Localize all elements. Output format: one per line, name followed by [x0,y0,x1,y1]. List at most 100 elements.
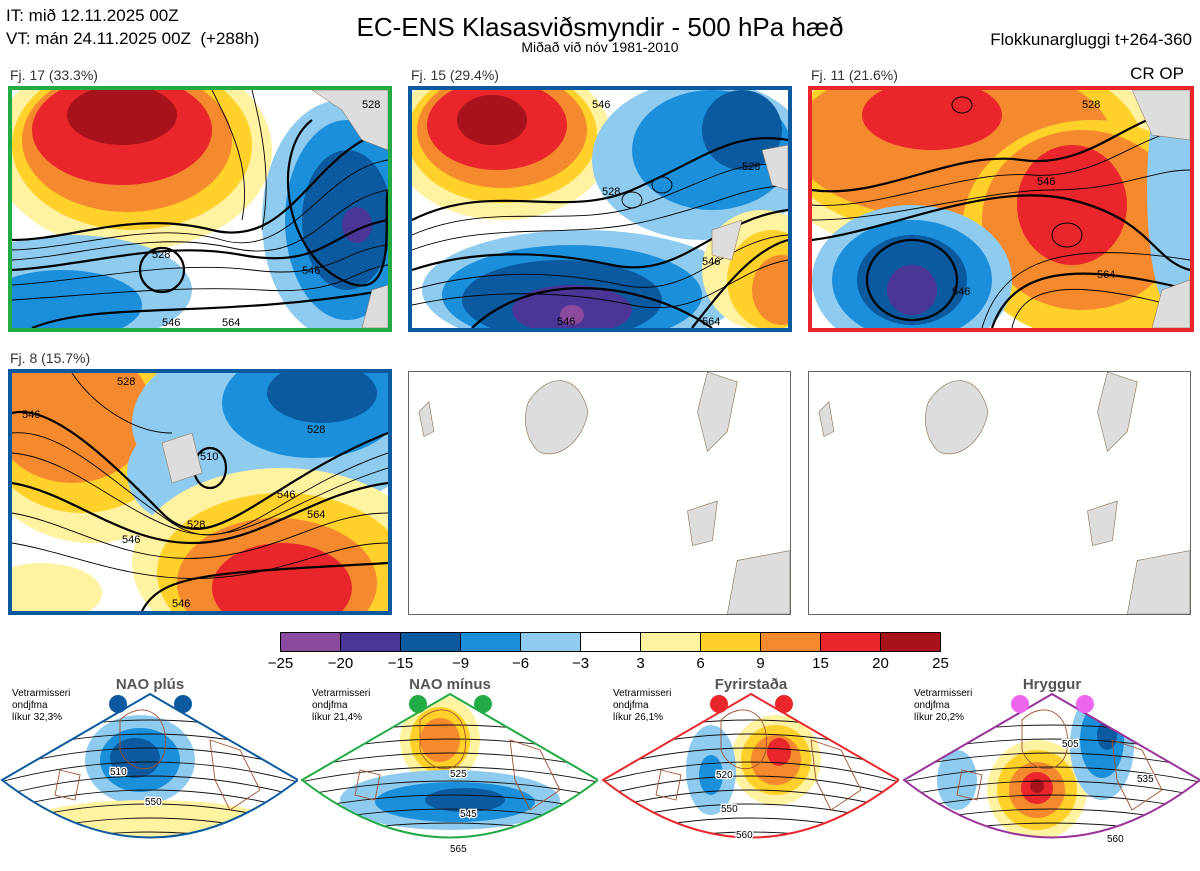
regime-note: Vetrarmisseri ondjfma líkur 21,4% [312,688,370,724]
colorbar-tick-label: −25 [267,655,294,672]
empty-map-1 [408,371,791,615]
regime-map: 525 545 565 NAO mínus Vetrarmisseri ondjfma lí… [300,676,598,871]
regime-contour-label: 550 [145,797,162,808]
cluster-map-3: 528 546 546 564 [808,86,1194,332]
regime-marker-dot [710,695,728,713]
initial-time: IT: mið 12.11.2025 00Z [6,6,179,25]
regime-contour-label: 550 [721,804,738,815]
contour-label: 528 [1082,99,1100,111]
contour-label: 546 [557,316,575,328]
contour-label: 564 [222,317,240,328]
contour-line [2,789,298,811]
contour-line [603,789,899,811]
contour-line [0,846,298,866]
contour-label: 528 [117,376,135,388]
valid-time: VT: mán 24.11.2025 00Z (+288h) [6,29,260,48]
contour-label: 528 [602,186,620,198]
contour-line [603,761,899,783]
regime-note-line: líkur 20,2% [914,712,965,723]
page-title: EC-ENS Klasasviðsmyndir - 500 hPa hæð [356,12,844,42]
panel-label-4: Fj. 8 (15.7%) [10,350,91,366]
contour-line [2,831,298,838]
regime-outline [0,692,298,839]
anomaly-blob [1017,857,1047,869]
regime-contour-label: 505 [1062,739,1079,750]
contour-line [2,761,298,783]
panel-label-1: Fj. 17 (33.3%) [10,67,98,83]
anomaly-blob [699,755,723,795]
contour-label: 528 [362,99,380,111]
colorbar-tick-label: 20 [872,655,889,672]
regime-title: Hryggur [1022,676,1082,693]
regime-note-line: ondjfma [312,700,348,711]
regime-note-line: líkur 26,1% [613,712,664,723]
regime-contour-label: 560 [1107,834,1124,845]
contour-line [603,831,899,838]
panel-label-2: Fj. 15 (29.4%) [411,67,499,83]
colorbar-swatch [340,632,401,652]
regime-map: 505 535 560 Hryggur Vetrarmisseri ondjfma líku… [902,676,1200,871]
contour-line [904,766,1200,783]
panel-label-3: Fj. 11 (21.6%) [811,67,898,83]
contour-line [601,846,899,866]
regime-outline [902,692,1200,839]
regime-note-line: ondjfma [613,700,649,711]
contour-label: 546 [122,534,140,546]
anomaly-blob [767,738,791,766]
colorbar [280,632,941,652]
contour-label: 546 [702,256,720,268]
regime-marker-dot [409,695,427,713]
empty-map-2 [808,371,1191,615]
regime-contour-label: 525 [450,769,467,780]
contour-label: 528 [742,161,760,173]
colorbar-swatch [520,632,581,652]
regime-contour-label: 535 [1137,774,1154,785]
colorbar-swatch [580,632,641,652]
header-left: IT: mið 12.11.2025 00Z VT: mán 24.11.202… [6,4,259,50]
contour-label: 546 [1037,176,1055,188]
contour-label: 528 [152,249,170,261]
coastline [354,709,561,811]
colorbar-tick-label: −20 [327,655,354,672]
contour-label: 546 [22,409,40,421]
regime-outline [300,692,598,839]
colorbar-tick-label: 25 [932,655,949,672]
contour-label: 528 [307,424,325,436]
coastline [54,709,261,811]
colorbar-tick-label: 6 [696,655,705,672]
regime-marker-dot [1076,695,1094,713]
colorbar-swatch [460,632,521,652]
regime-marker-dot [174,695,192,713]
regime-title: NAO plús [115,676,185,693]
contour-line [302,752,598,769]
regime-note-line: Vetrarmisseri [12,688,71,699]
regime-marker-dot [775,695,793,713]
cr-op-label: CR OP [1130,64,1184,83]
regime-note-line: Vetrarmisseri [914,688,973,699]
contour-line [302,794,598,811]
regime-note-line: ondjfma [12,700,48,711]
colorbar-swatch [880,632,941,652]
colorbar-tick-label: −6 [511,655,530,672]
coastline [655,709,862,811]
regime-note-line: líkur 32,3% [12,712,63,723]
contour-label: 546 [952,286,970,298]
colorbar-tick-label: −15 [387,655,414,672]
colorbar-swatch [280,632,341,652]
colorbar-tick-label: −3 [571,655,590,672]
contour-line [300,851,598,866]
cluster-map-2: 528 546 546 528 546 564 [408,86,792,332]
regime-note-line: Vetrarmisseri [312,688,371,699]
contour-label: 564 [307,509,325,521]
page-subtitle: Miðað við nóv 1981-2010 [521,39,679,55]
contour-line [302,836,598,838]
colorbar-tick-label: 3 [636,655,645,672]
contour-line [904,752,1200,769]
colorbar-swatch [700,632,761,652]
contour-label: 564 [702,316,720,328]
contour-label: 546 [592,99,610,111]
contour-line [904,794,1200,811]
contour-label: 528 [187,519,205,531]
colorbar-swatch [400,632,461,652]
anomaly-blob [1030,779,1044,793]
